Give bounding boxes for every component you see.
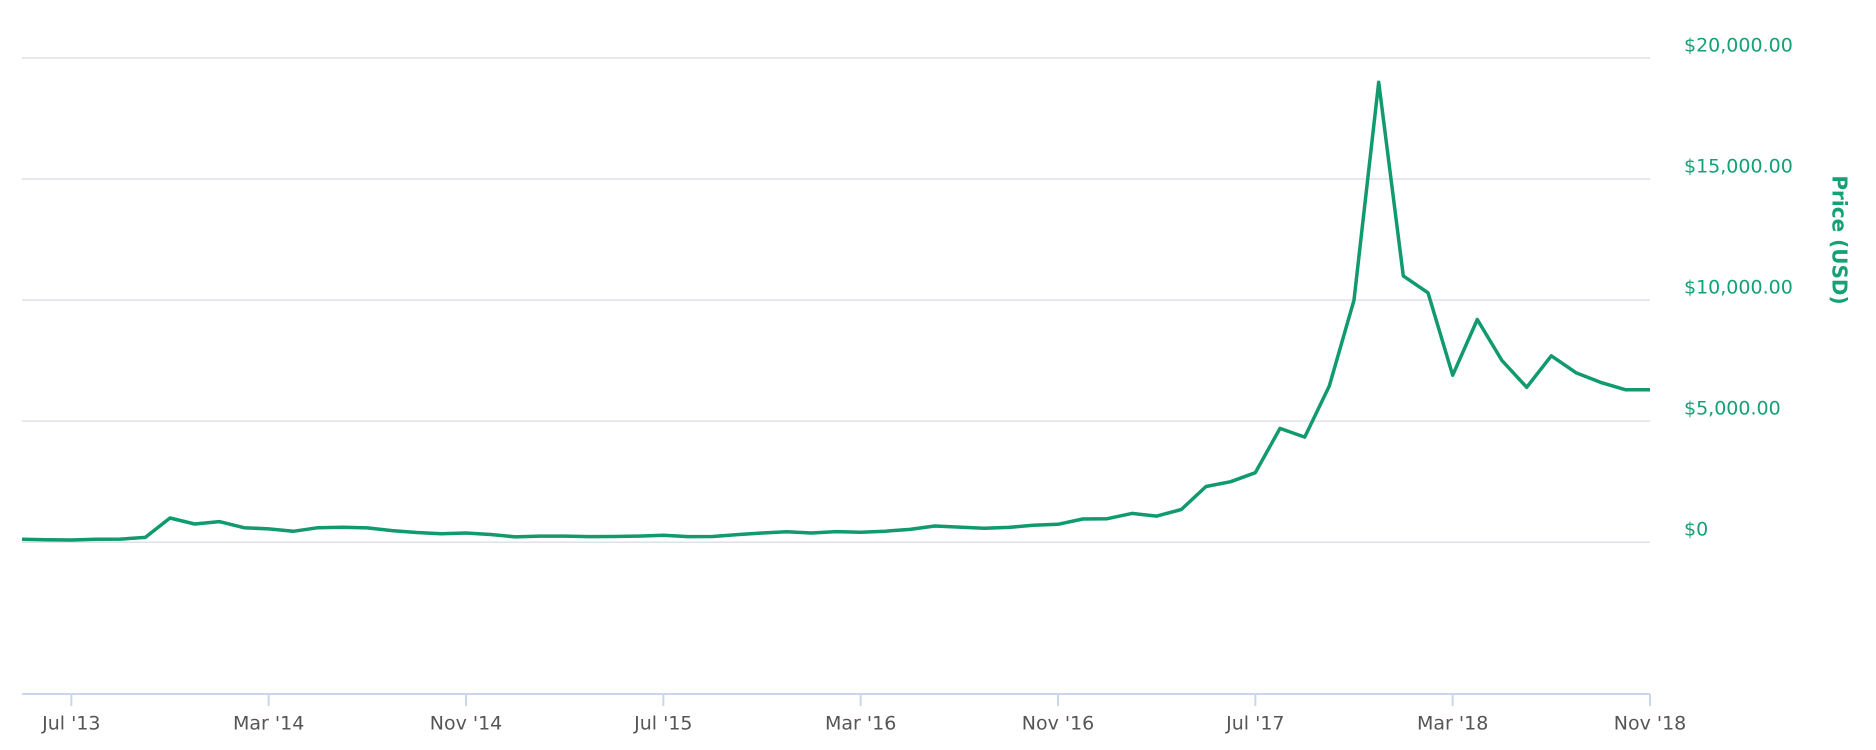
x-tick-label: Jul '13 — [41, 713, 100, 735]
x-tick-label: Mar '14 — [233, 713, 304, 735]
y-tick-label: $5,000.00 — [1684, 398, 1781, 420]
y-tick-label: $0 — [1684, 519, 1708, 541]
y-tick-label: $15,000.00 — [1684, 156, 1793, 178]
x-tick-label: Nov '14 — [430, 713, 503, 735]
y-tick-label: $20,000.00 — [1684, 35, 1793, 57]
price-line — [21, 80, 1650, 542]
y-axis-title: Price (USD) — [1828, 175, 1852, 304]
x-tick-label: Jul '15 — [633, 713, 692, 735]
x-tick-label: Jul '17 — [1225, 713, 1284, 735]
x-tick-label: Mar '18 — [1417, 713, 1488, 735]
x-tick-label: Nov '18 — [1614, 713, 1687, 735]
x-tick-label: Nov '16 — [1022, 713, 1095, 735]
x-tick-label: Mar '16 — [825, 713, 896, 735]
y-tick-label: $10,000.00 — [1684, 277, 1793, 299]
